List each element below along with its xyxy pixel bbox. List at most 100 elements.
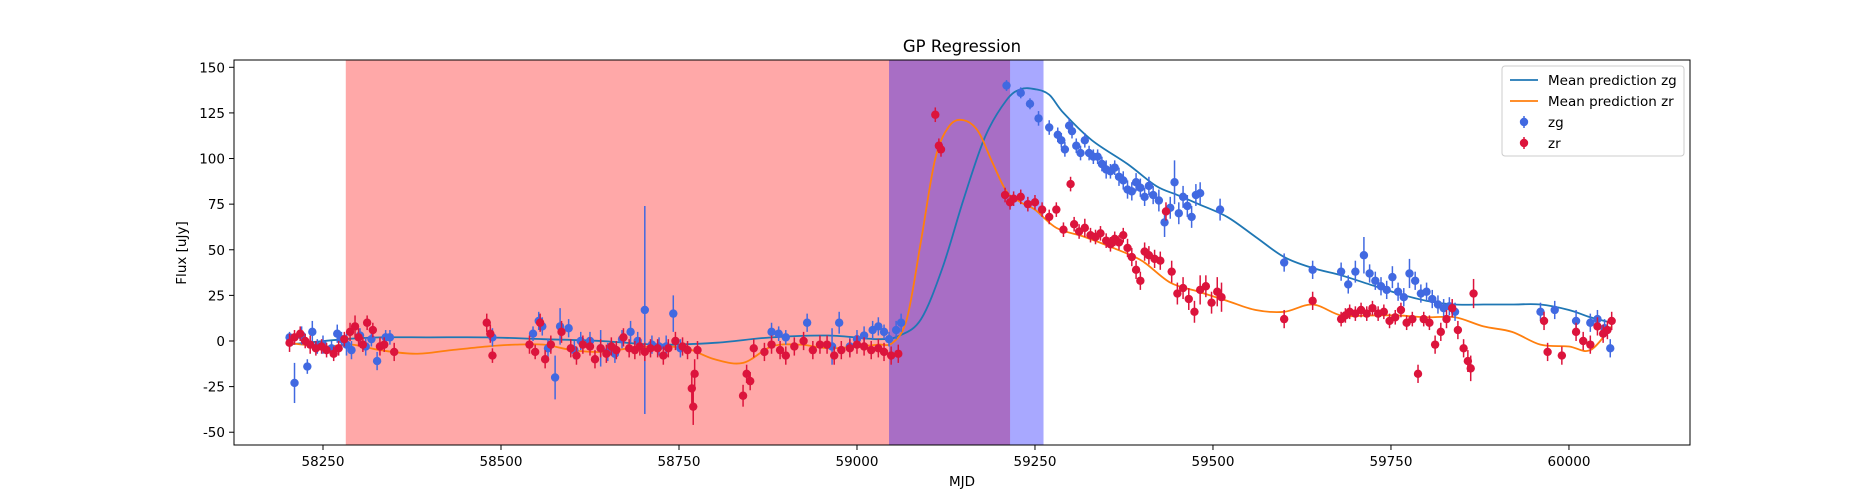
data-point-zr-149	[1539, 311, 1549, 331]
legend-label: Mean prediction zg	[1548, 73, 1677, 89]
data-point-zr-28	[557, 320, 566, 343]
data-point-zg-67	[1076, 145, 1085, 161]
data-point-zr-66	[822, 335, 832, 354]
data-point-zg-96	[1279, 253, 1289, 272]
data-point-zg-39	[669, 295, 678, 332]
data-point-zg-1	[290, 362, 299, 404]
x-tick: 58500	[480, 445, 523, 470]
data-point-zg-4	[308, 320, 317, 343]
data-point-zr-16	[368, 322, 378, 338]
data-point-zg-106	[1388, 266, 1397, 289]
y-tick-label: 100	[199, 152, 225, 168]
series-points-zr	[285, 107, 1616, 425]
chart-title: GP Regression	[903, 37, 1021, 56]
data-point-zr-80	[1000, 187, 1010, 203]
data-points	[285, 80, 1616, 425]
data-point-zr-151	[1557, 346, 1567, 365]
data-point-zr-117	[1201, 275, 1211, 298]
data-point-zr-35	[602, 344, 611, 363]
x-tick: 59250	[1014, 445, 1057, 470]
data-point-zr-53	[693, 340, 702, 360]
data-point-zr-24	[530, 344, 540, 360]
data-point-zr-113	[1178, 277, 1188, 300]
shaded-region-1	[345, 60, 1011, 445]
data-point-zr-32	[585, 337, 595, 356]
legend-item: Mean prediction zr	[1510, 94, 1674, 110]
x-tick-label: 58250	[302, 454, 345, 470]
data-point-zg-90	[1178, 185, 1188, 208]
y-tick: -50	[203, 425, 234, 441]
data-point-zr-148	[1469, 278, 1478, 309]
x-tick-label: 59000	[836, 454, 879, 470]
data-point-zg-11	[347, 340, 356, 360]
y-tick: 0	[216, 334, 234, 350]
data-point-zg-89	[1174, 202, 1183, 225]
data-point-zr-83	[1016, 189, 1025, 205]
data-point-zr-87	[1045, 209, 1054, 225]
data-point-zr-154	[1586, 335, 1595, 354]
data-point-zg-110	[1410, 271, 1420, 290]
data-point-zr-104	[1131, 260, 1141, 279]
data-point-zr-147	[1466, 355, 1475, 382]
data-point-zg-85	[1154, 189, 1164, 212]
data-point-zr-128	[1362, 306, 1371, 321]
x-axis-label: MJD	[949, 474, 975, 490]
y-tick-label: 150	[199, 60, 225, 76]
legend-label: zr	[1548, 136, 1561, 152]
data-point-zr-10	[340, 331, 349, 347]
y-tick: 75	[208, 197, 234, 213]
data-point-zg-56	[1002, 80, 1011, 92]
y-tick: 125	[199, 106, 234, 122]
data-point-zr-86	[1037, 202, 1047, 217]
data-point-zr-158	[1607, 311, 1616, 331]
x-tick-label: 59250	[1014, 454, 1057, 470]
data-point-zr-61	[781, 346, 790, 365]
data-point-zr-22	[488, 348, 497, 363]
data-point-zr-75	[886, 346, 896, 365]
data-point-zr-93	[1080, 218, 1090, 237]
data-point-zg-81	[1136, 178, 1145, 197]
data-point-zr-121	[1279, 309, 1289, 329]
data-point-zr-109	[1156, 251, 1165, 270]
data-point-zr-13	[354, 328, 363, 347]
data-point-zr-91	[1069, 216, 1079, 232]
data-point-zr-46	[664, 339, 673, 358]
data-point-zr-150	[1543, 342, 1552, 362]
data-point-zg-105	[1382, 280, 1391, 300]
data-point-zg-109	[1405, 258, 1414, 289]
data-point-zg-91	[1183, 195, 1192, 217]
x-tick-label: 58500	[480, 454, 523, 470]
y-tick: 150	[199, 60, 234, 76]
data-point-zr-77	[931, 107, 940, 123]
data-point-zg-23	[550, 355, 560, 400]
data-point-zr-71	[859, 337, 869, 356]
y-tick: 50	[208, 243, 234, 259]
data-point-zr-137	[1413, 364, 1423, 383]
x-tick: 60000	[1547, 445, 1590, 470]
data-point-zr-65	[815, 335, 825, 354]
data-point-zr-79	[936, 142, 946, 157]
data-point-zr-155	[1593, 317, 1602, 336]
data-point-zg-19	[528, 326, 538, 341]
data-point-zg-121	[1586, 313, 1595, 332]
data-point-zr-101	[1119, 227, 1128, 243]
data-point-zg-51	[874, 317, 883, 336]
data-point-zr-33	[590, 350, 600, 369]
y-tick-label: -25	[203, 380, 225, 396]
data-point-zr-84	[1023, 196, 1033, 212]
data-point-zg-118	[1536, 302, 1545, 321]
data-point-zr-134	[1396, 302, 1406, 318]
legend-item: zr	[1519, 136, 1561, 152]
y-tick-label: 75	[208, 197, 225, 213]
data-point-zr-26	[540, 350, 550, 369]
data-point-zg-52	[879, 324, 889, 340]
data-point-zr-23	[525, 335, 534, 354]
data-point-zr-41	[635, 337, 645, 356]
data-point-zg-59	[1034, 111, 1043, 126]
y-axis-ticks: -50 -25 0 25 50 75 100 125 150	[199, 60, 234, 441]
data-point-zr-114	[1184, 288, 1193, 310]
data-point-zg-77	[1119, 171, 1128, 190]
data-point-zr-72	[867, 340, 876, 360]
data-point-zr-115	[1190, 300, 1199, 323]
data-point-zr-143	[1447, 299, 1457, 318]
